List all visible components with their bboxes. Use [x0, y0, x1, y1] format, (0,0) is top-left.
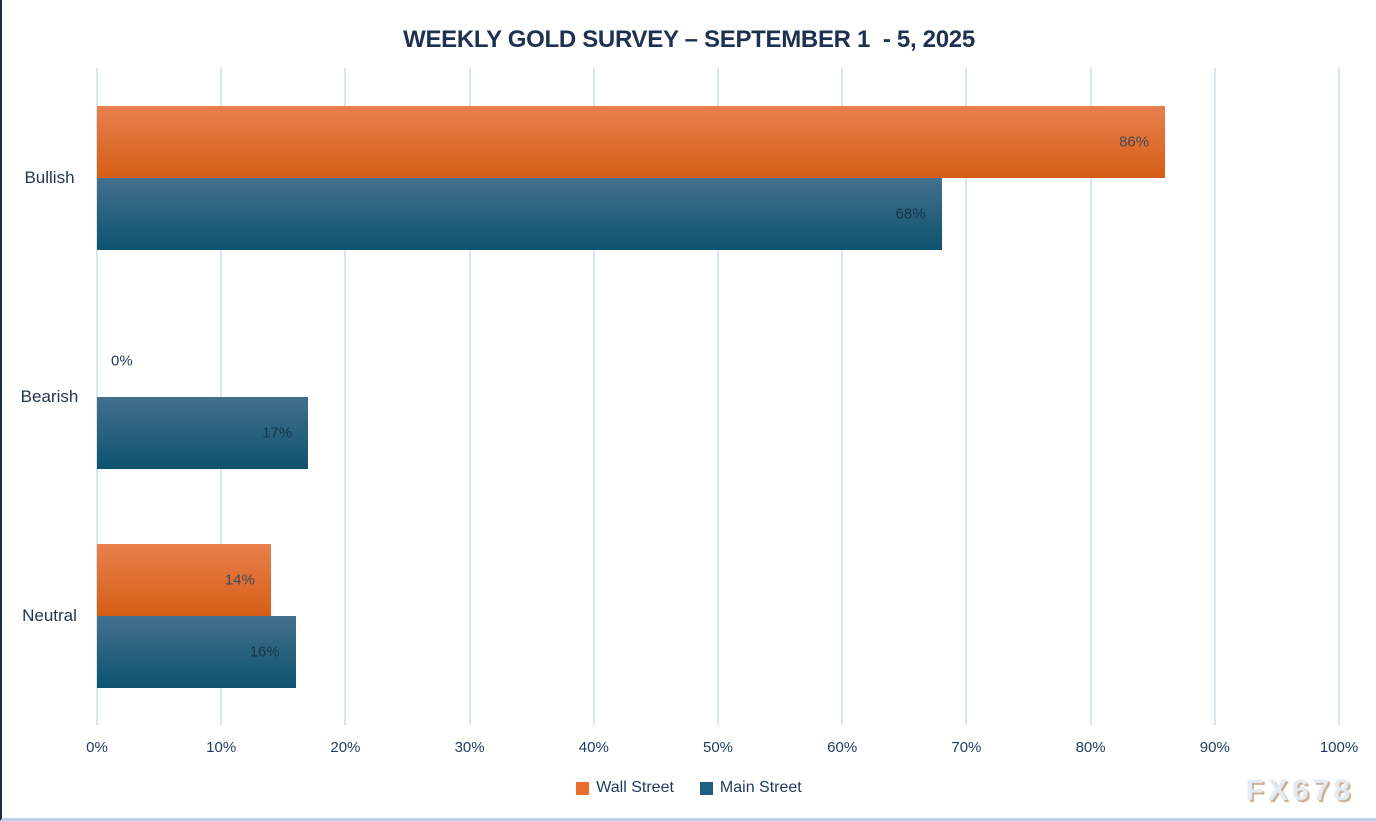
- bar-wall-street-neutral: 14%: [97, 543, 271, 616]
- bar-value-label: 68%: [895, 205, 926, 222]
- bar-main-street-bearish: 17%: [97, 396, 309, 469]
- x-tick-label-40-: 40%: [578, 739, 609, 756]
- legend-label: Main Street: [719, 779, 802, 796]
- bar-value-label: 86%: [1119, 133, 1150, 150]
- category-axis: Bullish Bearish Neutral: [2, 68, 97, 725]
- watermark: FX678: [1245, 774, 1354, 807]
- gridline-70-: [965, 68, 968, 725]
- bar-value-label: 16%: [249, 643, 280, 660]
- legend-swatch-wall-street: [576, 781, 590, 795]
- gridline-100-: [1338, 68, 1340, 725]
- x-tick-label-50-: 50%: [702, 739, 734, 756]
- legend: Wall Street Main Street: [2, 779, 1376, 797]
- bar-value-label: 14%: [224, 571, 255, 588]
- x-tick-label-10-: 10%: [206, 739, 237, 756]
- gridline-30-: [468, 68, 471, 725]
- x-tick-label-90-: 90%: [1199, 739, 1230, 756]
- bar-main-street-bullish: 68%: [97, 177, 942, 250]
- legend-label: Wall Street: [596, 779, 674, 796]
- legend-item-wall-street: Wall Street: [576, 779, 674, 797]
- chart-title: WEEKLY GOLD SURVEY – SEPTEMBER 1 - 5, 20…: [403, 26, 975, 53]
- x-tick-label-70-: 70%: [951, 739, 982, 756]
- gridline-80-: [1089, 68, 1092, 725]
- plot-area: 86% 68% 0% 17% 14% 16%: [96, 68, 1340, 725]
- legend-swatch-main-street: [699, 781, 713, 795]
- gridline-60-: [841, 68, 844, 725]
- gridline-40-: [592, 68, 595, 725]
- gridline-50-: [717, 68, 719, 725]
- x-tick-label-20-: 20%: [330, 739, 361, 756]
- x-tick-label-30-: 30%: [454, 739, 485, 756]
- legend-item-main-street: Main Street: [699, 779, 802, 797]
- gridline-90-: [1213, 68, 1216, 725]
- x-tick-label-0-: 0%: [86, 739, 108, 756]
- x-tick-label-100-: 100%: [1319, 739, 1359, 756]
- bar-value-label: 0%: [111, 352, 133, 369]
- category-label-bullish: Bullish: [24, 167, 75, 187]
- category-label-neutral: Neutral: [22, 605, 77, 625]
- bar-main-street-neutral: 16%: [97, 615, 296, 688]
- bar-value-label: 17%: [262, 424, 293, 441]
- x-tick-label-60-: 60%: [827, 739, 858, 756]
- value-axis: 0% 10% 20% 30% 40% 50% 60% 70% 80% 90% 100%: [86, 739, 1358, 759]
- bar-wall-street-bullish: 86%: [97, 105, 1166, 178]
- x-tick-label-80-: 80%: [1075, 739, 1106, 756]
- category-label-bearish: Bearish: [20, 386, 79, 406]
- gridline-20-: [344, 68, 347, 725]
